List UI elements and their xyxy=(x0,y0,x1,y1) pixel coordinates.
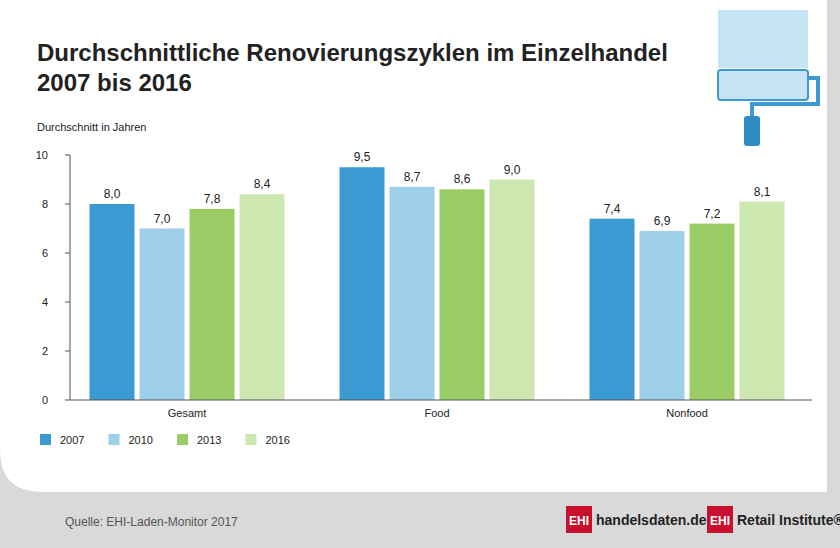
legend-label: 2016 xyxy=(265,434,289,446)
logo-badge-bg xyxy=(707,506,733,533)
legend-swatch xyxy=(177,434,188,445)
bar xyxy=(90,204,135,400)
x-tick-label: Gesamt xyxy=(168,407,207,419)
bar xyxy=(390,187,435,400)
background xyxy=(0,0,840,548)
y-tick-label: 2 xyxy=(42,345,48,357)
data-label: 7,4 xyxy=(604,202,621,216)
y-tick xyxy=(65,155,70,156)
logo-badge: EHI xyxy=(710,514,730,528)
legend-label: 2010 xyxy=(128,434,152,446)
data-label: 8,7 xyxy=(404,170,421,184)
panel xyxy=(0,0,827,492)
bar xyxy=(490,180,535,401)
bars xyxy=(90,167,785,400)
chart: Durchschnittliche Renovierungszyklen im … xyxy=(0,0,840,548)
bar xyxy=(340,167,385,400)
logo-text: Retail Institute® xyxy=(737,512,840,528)
y-label: Durchschnitt in Jahren xyxy=(37,121,146,133)
y-tick xyxy=(65,351,70,352)
data-label: 8,1 xyxy=(754,185,771,199)
data-label: 8,4 xyxy=(254,177,271,191)
legend-swatch xyxy=(108,434,119,445)
roller-icon xyxy=(718,10,818,146)
data-labels: 8,0 7,0 7,8 8,4 9,5 8,7 8,6 9,0 7,4 6,9 7,2 8,1 xyxy=(104,150,771,228)
bar xyxy=(190,209,235,400)
bar xyxy=(640,231,685,400)
logo: EHI Retail Institute® xyxy=(707,506,840,533)
y-tick-label: 8 xyxy=(42,198,48,210)
y-tick-label: 10 xyxy=(36,149,48,161)
logo: EHI handelsdaten.de xyxy=(566,506,707,533)
data-label: 7,2 xyxy=(704,207,721,221)
y-tick-label: 0 xyxy=(42,394,48,406)
roller-grip xyxy=(744,116,760,146)
title: Durchschnittliche Renovierungszyklen im … xyxy=(37,39,668,96)
y-tick xyxy=(65,400,70,401)
bar xyxy=(690,224,735,400)
bar xyxy=(740,202,785,400)
x-tick-label: Nonfood xyxy=(666,407,708,419)
bar xyxy=(440,189,485,400)
bar xyxy=(140,229,185,401)
legend: 2007 2010 2013 2016 xyxy=(40,434,290,446)
legend-swatch xyxy=(40,434,51,445)
source: Quelle: EHI-Laden-Monitor 2017 xyxy=(65,515,238,529)
data-label: 9,5 xyxy=(354,150,371,164)
roller-top xyxy=(718,10,808,68)
data-label: 7,0 xyxy=(154,212,171,226)
y-tick xyxy=(65,204,70,205)
y-tick-label: 6 xyxy=(42,247,48,259)
data-label: 6,9 xyxy=(654,214,671,228)
y-axis xyxy=(70,155,71,400)
data-label: 9,0 xyxy=(504,163,521,177)
logo-badge: EHI xyxy=(569,514,589,528)
bar xyxy=(590,219,635,400)
x-tick-label: Food xyxy=(424,407,449,419)
legend-label: 2013 xyxy=(197,434,221,446)
data-label: 7,8 xyxy=(204,192,221,206)
logo-text: handelsdaten.de xyxy=(596,512,707,528)
y-tick xyxy=(65,302,70,303)
logo-badge-bg xyxy=(566,506,592,533)
roller-body xyxy=(718,70,808,100)
x-axis xyxy=(70,400,812,401)
y-tick xyxy=(65,253,70,254)
y-tick-label: 4 xyxy=(42,296,48,308)
roller-handle xyxy=(752,78,818,116)
data-label: 8,6 xyxy=(454,172,471,186)
legend-swatch xyxy=(245,434,256,445)
data-label: 8,0 xyxy=(104,187,121,201)
legend-label: 2007 xyxy=(60,434,84,446)
bar xyxy=(240,194,285,400)
